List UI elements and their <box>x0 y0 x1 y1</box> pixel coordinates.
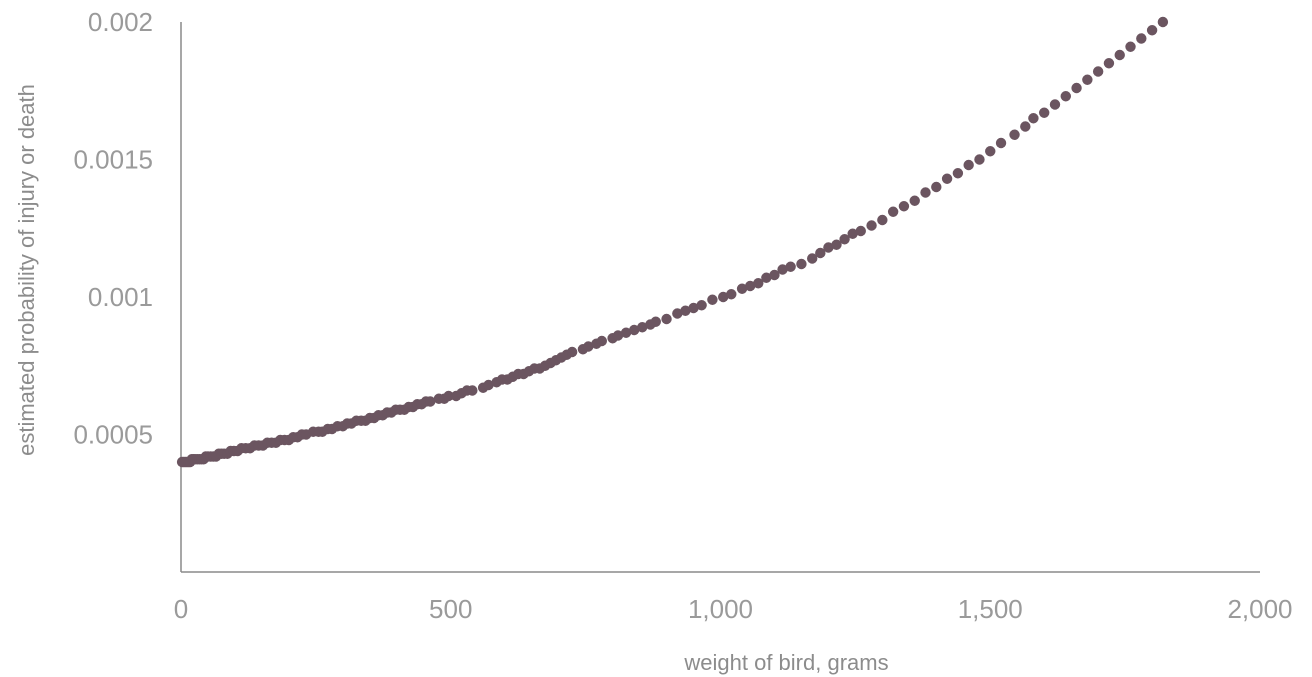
data-point <box>425 396 436 407</box>
data-point <box>877 214 888 226</box>
data-point <box>620 327 632 338</box>
data-point <box>1103 58 1115 69</box>
data-point <box>467 385 478 396</box>
x-tick-label: 0 <box>174 594 188 624</box>
x-tick-label: 1,000 <box>688 594 753 624</box>
y-axis-title: estimated probability of injury or death <box>14 84 39 456</box>
x-tick-label: 500 <box>429 594 472 624</box>
x-ticks-layer: 0 500 1,000 1,500 2,000 <box>174 594 1293 624</box>
data-point <box>717 291 729 303</box>
points-layer <box>176 16 1169 468</box>
data-point <box>985 146 996 157</box>
data-point <box>796 258 807 270</box>
data-point <box>753 278 764 289</box>
data-point <box>1009 129 1020 140</box>
data-point <box>1071 82 1082 94</box>
data-point <box>1082 74 1093 85</box>
data-point <box>1039 107 1050 118</box>
data-point <box>443 390 454 402</box>
data-point <box>596 335 608 347</box>
data-point <box>777 264 788 275</box>
x-axis-title: weight of bird, grams <box>683 650 888 675</box>
data-point <box>1092 66 1104 77</box>
data-point <box>807 253 818 264</box>
data-point <box>909 195 920 206</box>
y-ticks-layer: 0.0005 0.001 0.0015 0.002 <box>73 7 153 450</box>
data-point <box>1146 25 1158 36</box>
data-point <box>931 181 942 193</box>
data-point <box>628 324 640 336</box>
data-point <box>974 154 985 165</box>
data-point <box>866 220 877 231</box>
data-point <box>823 242 834 253</box>
data-point <box>696 300 707 311</box>
data-point <box>963 159 974 171</box>
data-point <box>898 201 910 212</box>
data-point <box>785 261 796 272</box>
y-tick-label: 0.0005 <box>73 420 153 450</box>
data-point <box>583 341 594 352</box>
data-point <box>688 302 699 314</box>
data-point <box>1157 16 1169 28</box>
y-tick-label: 0.002 <box>88 7 153 37</box>
data-point <box>744 280 756 292</box>
data-point <box>1060 91 1071 102</box>
data-point <box>1049 99 1061 110</box>
data-point <box>707 294 718 305</box>
data-point <box>612 330 624 341</box>
data-point <box>995 137 1007 149</box>
x-tick-label: 1,500 <box>958 594 1023 624</box>
data-point <box>847 228 858 239</box>
data-point <box>566 346 578 358</box>
data-point <box>831 239 842 250</box>
data-point <box>680 305 691 316</box>
data-point <box>650 316 661 327</box>
data-point <box>736 283 748 294</box>
x-tick-label: 2,000 <box>1227 594 1292 624</box>
data-point <box>483 379 494 391</box>
data-point <box>672 308 683 319</box>
data-point <box>726 289 737 300</box>
data-point <box>815 247 826 259</box>
data-point <box>1020 121 1031 132</box>
data-point <box>1114 49 1125 61</box>
data-point <box>1028 113 1039 124</box>
data-point <box>839 234 850 245</box>
data-point <box>952 168 964 179</box>
data-point <box>887 206 899 217</box>
data-point <box>637 322 648 333</box>
data-point <box>920 187 931 198</box>
data-point <box>1125 41 1136 52</box>
y-tick-label: 0.001 <box>88 282 153 312</box>
data-point <box>941 173 953 184</box>
data-point <box>769 269 780 281</box>
data-point <box>1136 33 1147 44</box>
y-tick-label: 0.0015 <box>73 145 153 175</box>
data-point <box>661 313 672 325</box>
data-point <box>761 272 772 283</box>
data-point <box>855 225 866 237</box>
plot-area: 0.0005 0.001 0.0015 0.002 0 500 1,000 1,500 2,0… <box>73 7 1292 624</box>
